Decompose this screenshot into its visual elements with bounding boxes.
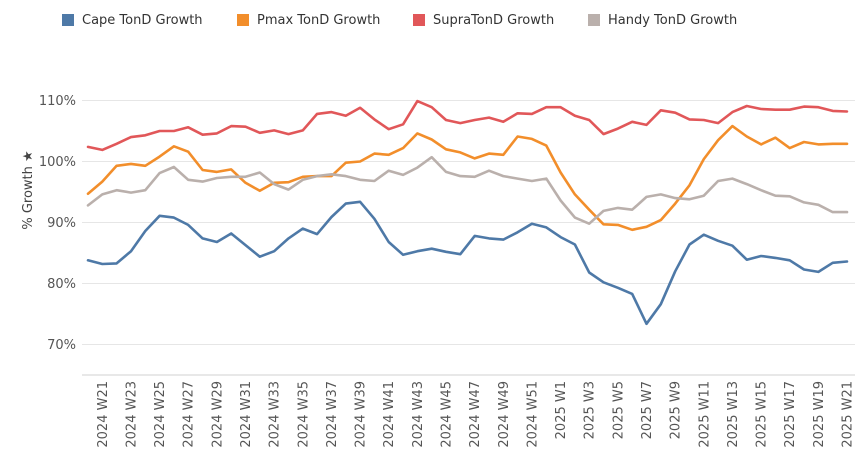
chart-legend: Cape TonD Growth Pmax TonD Growth SupraTon… (0, 0, 865, 40)
legend-item[interactable]: Handy TonD Growth (588, 10, 737, 30)
x-tick-label: 2024 W41 (382, 381, 397, 448)
x-tick-label: 2025 W13 (726, 381, 741, 448)
legend-label: Handy TonD Growth (608, 12, 738, 28)
x-tick-label: 2024 W47 (468, 381, 483, 448)
legend-item[interactable]: SupraTonD Growth (413, 10, 554, 30)
y-tick-label: 110% (39, 94, 76, 109)
series-line-pmax-tond-growth (86, 124, 849, 232)
series-line-cape-tond-growth (86, 200, 849, 326)
legend-label: Pmax TonD Growth (257, 12, 381, 28)
x-tick-label: 2024 W39 (354, 381, 369, 448)
x-tick-label: 2025 W21 (841, 381, 856, 448)
series-line-handy-tond-growth (86, 155, 849, 225)
x-tick-label: 2024 W33 (268, 381, 283, 448)
y-tick-label: 70% (47, 338, 76, 353)
legend-label: Cape TonD Growth (82, 12, 203, 28)
x-tick-label: 2024 W45 (440, 381, 455, 448)
x-tick-label: 2024 W51 (525, 381, 540, 448)
y-axis-title-group: % Growth ★ (21, 150, 36, 229)
series-line-supratond-growth (86, 99, 849, 152)
legend-label: SupraTonD Growth (433, 12, 555, 28)
x-tick-label: 2025 W17 (783, 381, 798, 448)
x-tick-label: 2025 W1 (554, 381, 569, 439)
x-axis-ticks: 2024 W21 2024 W23 2024 W25 2024 W27 2024 W29… (96, 381, 856, 448)
x-tick-label: 2025 W7 (640, 381, 655, 439)
x-tick-label: 2025 W19 (812, 381, 827, 448)
y-tick-label: 90% (47, 216, 76, 231)
x-tick-label: 2024 W27 (182, 381, 197, 448)
legend-item[interactable]: Cape TonD Growth (62, 10, 203, 30)
x-tick-label: 2024 W25 (153, 381, 168, 448)
y-tick-label: 80% (47, 277, 76, 292)
x-tick-label: 2024 W37 (325, 381, 340, 448)
legend-swatch (62, 14, 74, 26)
x-tick-label: 2024 W31 (239, 381, 254, 448)
x-tick-label: 2024 W21 (96, 381, 111, 448)
x-tick-label: 2025 W5 (611, 381, 626, 439)
x-tick-label: 2024 W35 (296, 381, 311, 448)
x-tick-label: 2024 W43 (411, 381, 426, 448)
x-tick-label: 2025 W15 (755, 381, 770, 448)
legend-swatch (588, 14, 600, 26)
y-axis-ticks: 70% 80% 90% 100% 110% (39, 94, 76, 353)
gridlines (82, 100, 855, 376)
x-tick-label: 2025 W3 (583, 381, 598, 439)
x-tick-label: 2025 W9 (669, 381, 684, 439)
y-axis-title: % Growth ★ (21, 150, 36, 229)
x-tick-label: 2024 W29 (210, 381, 225, 448)
legend-item[interactable]: Pmax TonD Growth (237, 10, 380, 30)
x-tick-label: 2024 W23 (125, 381, 140, 448)
legend-swatch (237, 14, 249, 26)
x-tick-label: 2024 W49 (497, 381, 512, 448)
series-lines (86, 99, 849, 326)
legend-swatch (413, 14, 425, 26)
x-tick-label: 2025 W11 (697, 381, 712, 448)
y-tick-label: 100% (39, 155, 76, 170)
